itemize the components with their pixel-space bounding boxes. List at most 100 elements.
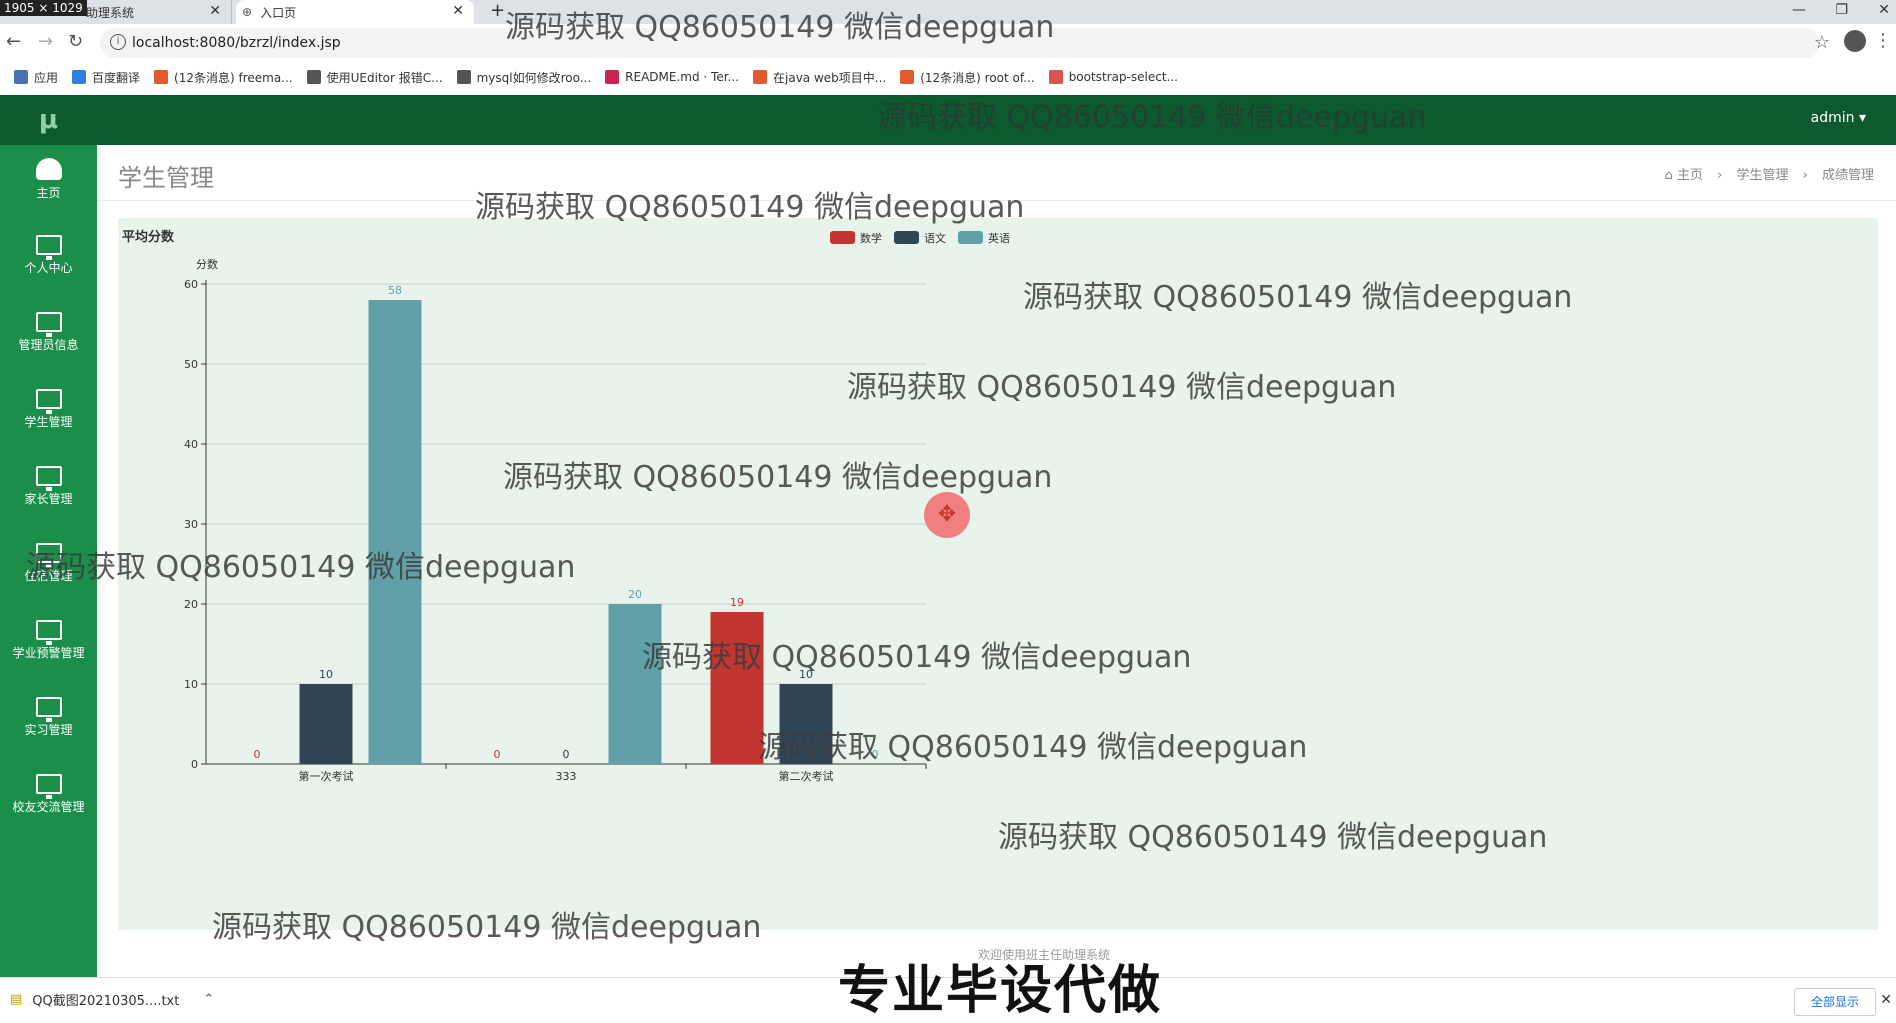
y-tick-label: 40 xyxy=(184,438,198,451)
sidebar-item-label: 个人中心 xyxy=(24,261,73,275)
watermark: 源码获取 QQ86050149 微信deepguan xyxy=(847,370,1397,405)
maximize-icon[interactable]: ❐ xyxy=(1835,2,1848,18)
bar xyxy=(368,300,422,764)
sidebar-item-label: 学生管理 xyxy=(24,415,73,429)
monitor-icon xyxy=(35,543,62,568)
data-label: 0 xyxy=(494,748,501,761)
back-icon[interactable]: ← xyxy=(6,31,22,52)
sidebar-item-label: 校友交流管理 xyxy=(12,800,85,814)
minimize-icon[interactable]: — xyxy=(1792,2,1806,18)
data-label: 0 xyxy=(563,748,570,761)
bookmark-label: (12条消息) root of... xyxy=(920,70,1035,85)
info-icon[interactable]: i xyxy=(110,34,126,50)
download-item[interactable]: ▤ QQ截图20210305....txt ⌃ xyxy=(10,990,214,1009)
watermark: 源码获取 QQ86050149 微信deepguan xyxy=(212,910,762,945)
file-icon: ▤ xyxy=(10,992,23,1007)
page-header xyxy=(97,145,1896,201)
bar xyxy=(299,684,353,764)
y-tick-label: 60 xyxy=(184,278,198,291)
tab-label: 入口页 xyxy=(260,5,297,20)
url-field[interactable]: localhost:8080/bzrzl/index.jsp xyxy=(100,28,1820,58)
site-favicon-icon xyxy=(72,70,87,84)
footer-text: 欢迎使用班主任助理系统 xyxy=(978,948,1111,962)
monitor-icon xyxy=(35,312,62,337)
data-label: 10 xyxy=(799,668,813,681)
reload-icon[interactable]: ↻ xyxy=(68,31,84,52)
data-label: 58 xyxy=(388,284,402,297)
page-title: 学生管理 xyxy=(118,164,214,192)
watermark: 源码获取 QQ86050149 微信deepguan xyxy=(642,640,1192,675)
bookmark-item[interactable]: 使用UEditor 报错C... xyxy=(306,69,443,86)
chevron-right-icon: › xyxy=(1802,168,1808,183)
bookmark-item[interactable]: 百度翻译 xyxy=(72,69,140,86)
sidebar-item[interactable]: 家长管理 xyxy=(0,466,97,507)
sidebar-item[interactable]: 管理员信息 xyxy=(0,312,97,353)
legend-label: 语文 xyxy=(924,231,946,245)
data-label: 19 xyxy=(730,596,744,609)
sidebar-item[interactable]: 主页 xyxy=(0,158,97,201)
download-bar xyxy=(0,977,1896,1021)
sidebar-item[interactable]: 住宿管理 xyxy=(0,543,97,584)
new-tab-icon[interactable]: + xyxy=(490,0,506,21)
sidebar-item[interactable]: 校友交流管理 xyxy=(0,774,97,815)
forward-icon[interactable]: → xyxy=(38,31,54,52)
bookmark-item[interactable]: mysql如何修改roo... xyxy=(456,69,591,86)
breadcrumb-home[interactable]: 主页 xyxy=(1676,168,1703,183)
bookmark-label: 应用 xyxy=(34,70,59,85)
sidebar-item[interactable]: 个人中心 xyxy=(0,235,97,276)
chevron-right-icon: › xyxy=(1717,168,1723,183)
y-tick-label: 50 xyxy=(184,358,198,371)
bookmark-label: bootstrap-select... xyxy=(1068,70,1178,84)
site-favicon-icon xyxy=(753,70,767,84)
user-menu[interactable]: admin ▾ xyxy=(1810,110,1866,126)
sidebar-item-label: 家长管理 xyxy=(24,492,73,506)
size-badge: 1905 × 1029 xyxy=(0,0,87,16)
site-favicon-icon xyxy=(1048,70,1063,84)
sidebar-item[interactable]: 实习管理 xyxy=(0,697,97,738)
window-close-icon[interactable]: ✕ xyxy=(1878,2,1890,18)
bar xyxy=(608,604,662,764)
close-download-bar-icon[interactable]: ✕ xyxy=(1880,992,1892,1008)
close-icon[interactable]: ✕ xyxy=(452,3,464,19)
tab-entry[interactable]: ⊕ 入口页 ✕ xyxy=(236,0,474,24)
bookmark-item[interactable]: README.md · Ter... xyxy=(605,70,739,84)
sidebar-item[interactable]: 学生管理 xyxy=(0,389,97,430)
legend-swatch xyxy=(894,231,919,244)
data-label: 20 xyxy=(628,588,642,601)
breadcrumb-section[interactable]: 学生管理 xyxy=(1736,168,1789,183)
bookmark-item[interactable]: 应用 xyxy=(14,69,58,86)
download-filename: QQ截图20210305....txt xyxy=(32,994,180,1009)
x-tick-label: 第一次考试 xyxy=(299,769,354,783)
monitor-icon xyxy=(35,620,62,645)
sidebar-item-label: 学业预警管理 xyxy=(12,646,85,660)
watermark: 源码获取 QQ86050149 微信deepguan xyxy=(758,730,1308,765)
sidebar-item-label: 住宿管理 xyxy=(24,569,73,583)
sidebar-item-label: 实习管理 xyxy=(24,723,73,737)
close-icon[interactable]: ✕ xyxy=(209,3,221,19)
profile-icon[interactable] xyxy=(1844,30,1866,52)
bookmark-item[interactable]: (12条消息) root of... xyxy=(900,69,1035,86)
chart-title: 平均分数 xyxy=(122,229,175,245)
move-handle-icon[interactable]: ✥ xyxy=(924,492,970,538)
legend-label: 英语 xyxy=(988,231,1010,245)
promo-stamp: 专业毕设代做 xyxy=(838,961,1163,1021)
bookmark-item[interactable]: bootstrap-select... xyxy=(1048,70,1178,84)
site-favicon-icon xyxy=(605,70,620,84)
bookmark-item[interactable]: (12条消息) freema... xyxy=(154,69,293,86)
monitor-icon xyxy=(35,389,62,414)
top-bar xyxy=(97,95,1896,145)
dashboard-icon xyxy=(35,158,62,180)
sidebar xyxy=(0,95,97,977)
bookmark-item[interactable]: 在java web项目中... xyxy=(753,69,886,86)
chevron-up-icon[interactable]: ⌃ xyxy=(203,992,215,1007)
sidebar-item[interactable]: 学业预警管理 xyxy=(0,620,97,661)
show-all-button[interactable]: 全部显示 xyxy=(1794,988,1876,1016)
watermark: 源码获取 QQ86050149 微信deepguan xyxy=(1023,280,1573,315)
bookmark-label: 使用UEditor 报错C... xyxy=(326,70,443,85)
monitor-icon xyxy=(35,235,62,260)
bookmark-star-icon[interactable]: ☆ xyxy=(1813,32,1830,53)
url-text: localhost:8080/bzrzl/index.jsp xyxy=(132,35,341,51)
monitor-icon xyxy=(35,466,62,491)
menu-icon[interactable]: ⋮ xyxy=(1874,30,1892,51)
